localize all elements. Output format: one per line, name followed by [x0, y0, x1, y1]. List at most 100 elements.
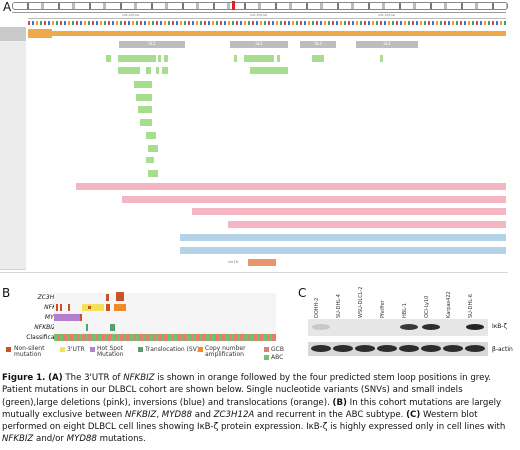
caption-b-tag: (B) — [332, 397, 347, 408]
actin-band — [333, 345, 353, 352]
snv-bar — [158, 55, 161, 62]
panel-c: C DOHH-2 SU-DHL-4 WSU-DLCL-2 Pfeiffer HBL-1 O… — [298, 286, 520, 361]
oncoprint-cell — [54, 314, 80, 321]
stem-loop-2: SL2 — [230, 41, 288, 48]
ruler-top — [12, 12, 506, 13]
inversion-bar — [180, 247, 506, 254]
legend-swatch — [138, 347, 143, 352]
legend-swatch — [264, 355, 269, 360]
actin-band — [443, 345, 463, 352]
snv-bar — [146, 157, 154, 163]
track-label-snv — [0, 41, 26, 182]
track-label-inversion — [0, 233, 26, 256]
cell-line-label: HBL-1 — [402, 303, 408, 318]
translocation-label: chr16 — [228, 260, 239, 264]
caption-a-tag: (A) — [48, 373, 63, 383]
ikbz-band — [422, 324, 440, 330]
oncoprint-cell — [110, 324, 115, 331]
caption-text: mutations. — [96, 434, 146, 445]
gene-label-classification: Classification — [26, 334, 66, 341]
snv-bar — [134, 81, 152, 88]
legend-label-3utr: 3'UTR — [67, 346, 85, 353]
legend-label-translocation: Translocation (SV) — [145, 346, 200, 353]
caption-text: The 3'UTR of — [62, 373, 124, 383]
translocation-bar — [248, 259, 276, 266]
caption-c-tag: (C) — [406, 409, 421, 420]
cell-line-label: DOHH-2 — [314, 297, 320, 318]
actin-band — [377, 345, 397, 352]
cell-line-label: Karpas422 — [446, 291, 452, 318]
inversion-bar — [180, 234, 506, 241]
oncoprint-cell — [80, 314, 82, 321]
snv-bar — [136, 94, 152, 101]
actin-band — [355, 345, 375, 352]
utr-bar — [28, 31, 506, 36]
track-label-translocation — [0, 255, 26, 270]
legend-swatch — [90, 347, 95, 352]
actin-band — [465, 345, 485, 352]
snv-bar — [162, 67, 168, 74]
caption-gene: MYD88 — [161, 409, 193, 420]
ikbz-blot — [308, 319, 488, 336]
oncoprint-cell — [106, 304, 110, 311]
chromosome-ideogram — [12, 2, 508, 10]
legend-label-copy-number: Copy number amplification — [205, 345, 246, 358]
cell-line-label: SU-DHL-6 — [468, 294, 474, 318]
caption-gene: NFKBIZ — [2, 434, 34, 445]
snv-bar — [156, 67, 159, 74]
oncoprint-cell — [68, 304, 70, 311]
ikbz-band — [312, 324, 330, 330]
caption-text: and — [192, 409, 214, 420]
stem-loop-label: SL1 — [148, 41, 156, 46]
snv-bar — [244, 55, 274, 62]
legend-label-non-silent: Non-silent mutation — [14, 345, 45, 358]
oncoprint-cell — [106, 294, 109, 301]
oncoprint-cell — [86, 324, 88, 331]
actin-band — [311, 345, 331, 352]
blot-label-actin: β-actin — [492, 346, 513, 353]
legend-label-gcb: GCB — [271, 346, 284, 353]
cell-line-label: WSU-DLCL-2 — [358, 286, 364, 318]
panel-a-letter: A — [3, 0, 12, 14]
caption-text: In this cohort mutations are largely mut… — [2, 397, 502, 420]
cell-line-label: SU-DHL-4 — [336, 294, 342, 318]
legend-label-hot-spot: Hot Spot Mutation — [97, 345, 124, 358]
ruler-label: 131,370 kb — [378, 13, 396, 17]
oncoprint-cell — [116, 292, 124, 301]
legend-swatch — [264, 347, 269, 352]
deletion-bar — [76, 183, 506, 190]
stem-loop-label: SL4 — [383, 41, 391, 46]
panel-a: A 131,370 kb 131,370 kb 131,370 kb SL1 S… — [0, 0, 508, 273]
snv-bar — [140, 119, 152, 126]
snv-bar — [138, 106, 152, 113]
caption-gene: ZC3H12A — [213, 409, 255, 420]
oncoprint-grid — [54, 293, 276, 341]
oncoprint-cell — [82, 304, 104, 311]
snv-bar — [164, 55, 168, 62]
panel-a-bottom-line — [0, 272, 508, 273]
oncoprint-cell — [88, 306, 91, 309]
caption-gene: NFKBIZ — [123, 373, 155, 383]
caption-gene: MYD88 — [66, 434, 97, 445]
ideogram-marker — [232, 1, 235, 10]
panel-b-letter: B — [2, 286, 11, 300]
stem-loop-4: SL4 — [356, 41, 418, 48]
figure-caption: Figure 1. (A) The 3'UTR of NFKBIZ is sho… — [2, 372, 518, 446]
stem-loop-3: SL3 — [300, 41, 336, 48]
snv-bar — [277, 55, 280, 62]
snv-bar — [118, 55, 156, 62]
caption-text: , — [156, 409, 162, 420]
legend-swatch — [6, 347, 11, 352]
caption-text: and/or — [33, 434, 67, 445]
snv-bar — [106, 55, 111, 62]
legend-label-abc: ABC — [271, 354, 284, 361]
actin-band — [421, 345, 441, 352]
classification-track — [54, 334, 276, 341]
caption-text: Western blot performed on eight DLBCL ce… — [2, 409, 506, 433]
legend-swatch — [60, 347, 65, 352]
caption-text: and recurrent in the ABC subtype. — [254, 409, 407, 420]
caption-gene: NFKBIZ — [125, 409, 157, 420]
caption-text: is shown in orange followed by the four … — [2, 373, 492, 408]
cell-line-label: Pfeiffer — [380, 300, 386, 318]
panel-c-letter: C — [298, 286, 307, 300]
